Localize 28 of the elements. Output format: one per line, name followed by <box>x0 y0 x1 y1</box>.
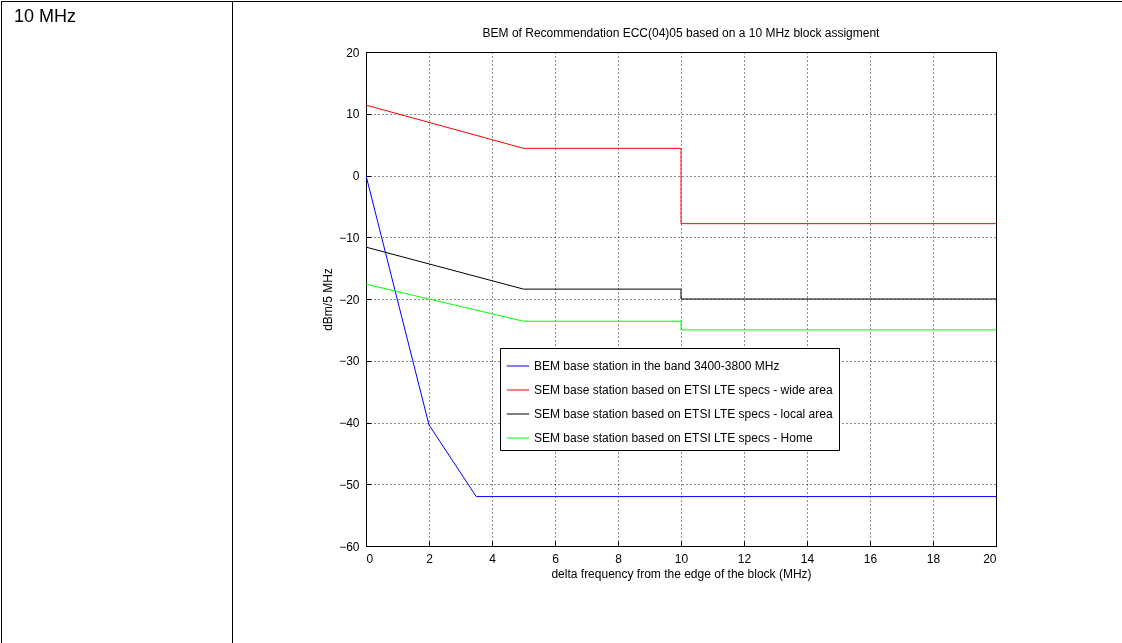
legend-label: SEM base station based on ETSI LTE specs - Home <box>534 431 813 445</box>
y-tick-label: −40 <box>339 416 360 430</box>
x-tick-label: 12 <box>737 551 752 566</box>
x-tick-label: 4 <box>489 551 497 566</box>
x-tick-label: 18 <box>926 551 941 566</box>
x-tick-label: 14 <box>800 551 815 566</box>
legend-label: SEM base station based on ETSI LTE specs - local area <box>534 407 833 421</box>
x-tick-label: 20 <box>983 551 997 566</box>
y-tick-label: −50 <box>339 477 360 492</box>
y-axis-title: dBm/5 MHz <box>321 268 336 331</box>
y-tick-label: 10 <box>346 107 360 122</box>
y-tick-label: −20 <box>339 292 360 307</box>
x-tick-label: 6 <box>552 551 560 566</box>
x-tick-label: 8 <box>615 551 623 566</box>
x-tick-label: 2 <box>426 551 434 566</box>
legend-label: BEM base station in the band 3400-3800 MHz <box>534 359 780 373</box>
y-tick-label: 0 <box>352 169 360 183</box>
x-tick-label: 0 <box>366 551 374 566</box>
y-tick-label: −60 <box>339 539 360 554</box>
chart-title: BEM of Recommendation ECC(04)05 based on a 10 MHz block assigment <box>482 26 881 40</box>
x-tick-label: 10 <box>674 551 689 566</box>
text: 10 MHz <box>14 6 77 27</box>
y-tick-label: −30 <box>339 354 360 369</box>
y-tick-label: −10 <box>339 230 360 245</box>
x-axis-title: delta frequency from the edge of the block (MHz) <box>551 566 812 581</box>
y-tick-label: 20 <box>346 45 360 60</box>
x-tick-label: 16 <box>863 551 878 566</box>
legend-label: SEM base station based on ETSI LTE specs - wide area <box>534 383 833 397</box>
